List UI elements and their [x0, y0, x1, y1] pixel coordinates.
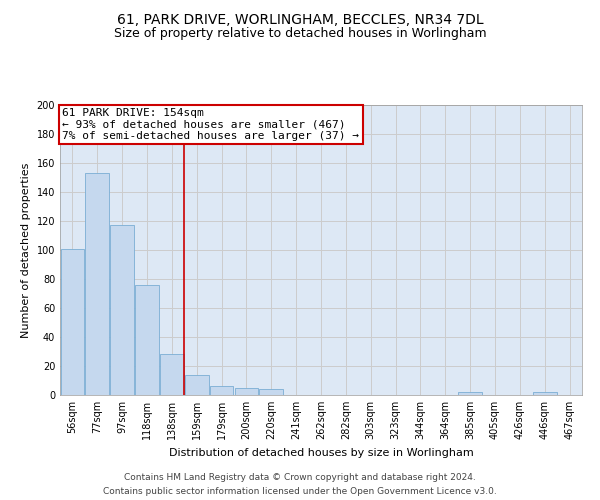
Bar	[235, 388, 258, 395]
Bar	[185, 374, 209, 395]
Bar	[61, 248, 84, 395]
Y-axis label: Number of detached properties: Number of detached properties	[21, 162, 31, 338]
Bar	[135, 285, 159, 395]
Bar	[160, 354, 184, 395]
Bar	[85, 173, 109, 395]
X-axis label: Distribution of detached houses by size in Worlingham: Distribution of detached houses by size …	[169, 448, 473, 458]
Bar	[533, 392, 557, 395]
Bar	[110, 226, 134, 395]
Bar	[458, 392, 482, 395]
Text: 61, PARK DRIVE, WORLINGHAM, BECCLES, NR34 7DL: 61, PARK DRIVE, WORLINGHAM, BECCLES, NR3…	[116, 12, 484, 26]
Text: Contains HM Land Registry data © Crown copyright and database right 2024.: Contains HM Land Registry data © Crown c…	[124, 472, 476, 482]
Text: Contains public sector information licensed under the Open Government Licence v3: Contains public sector information licen…	[103, 488, 497, 496]
Text: 61 PARK DRIVE: 154sqm
← 93% of detached houses are smaller (467)
7% of semi-deta: 61 PARK DRIVE: 154sqm ← 93% of detached …	[62, 108, 359, 141]
Bar	[259, 389, 283, 395]
Text: Size of property relative to detached houses in Worlingham: Size of property relative to detached ho…	[113, 28, 487, 40]
Bar	[210, 386, 233, 395]
